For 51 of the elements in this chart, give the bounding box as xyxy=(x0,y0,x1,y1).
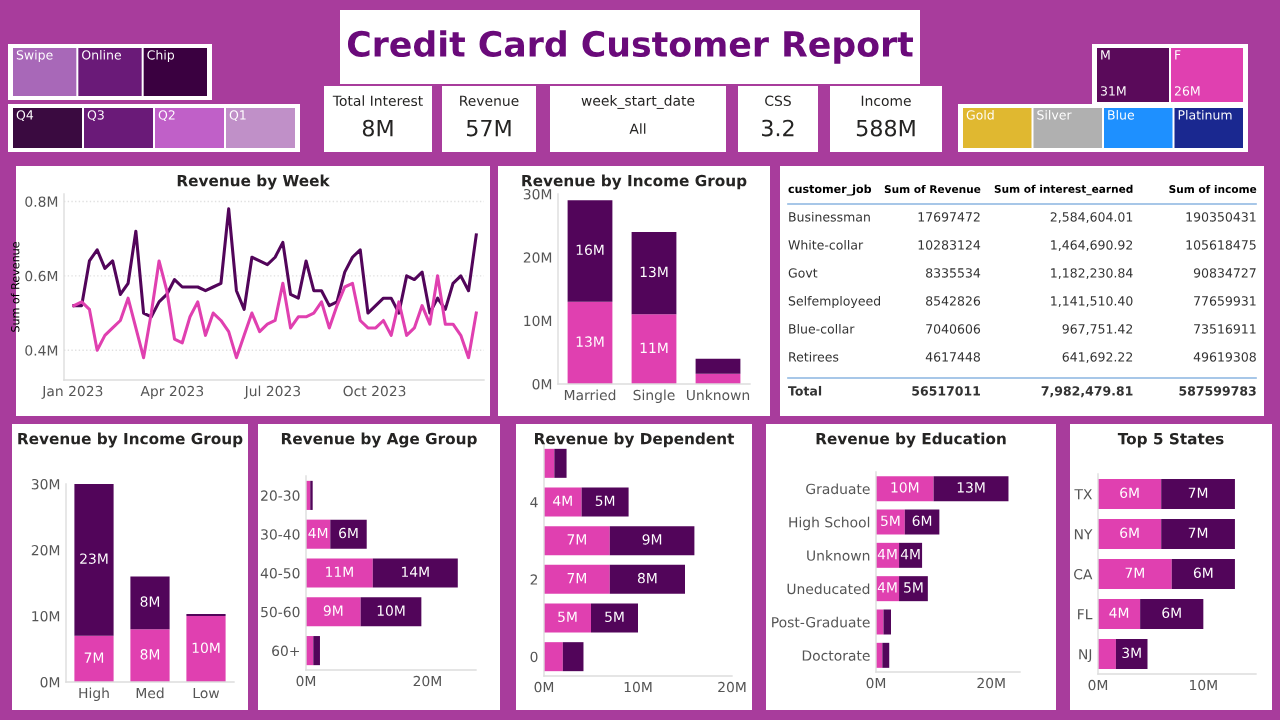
bar xyxy=(544,526,610,556)
bar xyxy=(1161,479,1235,509)
bar xyxy=(1098,519,1162,549)
bar xyxy=(882,642,890,668)
line-series xyxy=(72,207,478,319)
bar xyxy=(1115,639,1148,669)
bar xyxy=(1098,639,1116,669)
bar xyxy=(372,558,458,588)
bar xyxy=(330,519,367,549)
bar xyxy=(899,576,928,602)
bar xyxy=(876,509,905,535)
text: Credit Card Customer Report xyxy=(347,30,913,64)
bar xyxy=(544,564,610,594)
bar xyxy=(1098,559,1172,589)
bar xyxy=(631,314,677,384)
text: 3.2 xyxy=(762,119,794,137)
text: 588M xyxy=(856,119,915,137)
line-series xyxy=(72,259,478,360)
bar xyxy=(130,629,170,682)
bar xyxy=(876,476,934,502)
bar xyxy=(313,636,320,666)
text: 57M xyxy=(466,119,511,137)
bar xyxy=(544,642,563,672)
bar xyxy=(904,509,940,535)
bar xyxy=(695,358,741,374)
bar xyxy=(609,564,685,594)
bar xyxy=(581,487,629,517)
bar xyxy=(609,526,695,556)
bar xyxy=(883,609,891,635)
bar xyxy=(130,576,170,630)
bar xyxy=(554,448,567,478)
bar xyxy=(1161,519,1235,549)
bar xyxy=(1171,559,1235,589)
bar xyxy=(544,603,591,633)
bar xyxy=(186,616,226,682)
bar xyxy=(562,642,584,672)
bar xyxy=(74,484,114,636)
bar xyxy=(567,301,613,384)
bar xyxy=(74,635,114,682)
bar xyxy=(631,232,677,315)
bar xyxy=(1140,599,1204,629)
bar xyxy=(544,487,582,517)
bar xyxy=(306,597,361,627)
bar xyxy=(306,558,373,588)
text: 8M xyxy=(362,119,393,137)
bar xyxy=(933,476,1009,502)
bar xyxy=(567,200,613,302)
bar xyxy=(1098,599,1141,629)
bar xyxy=(591,603,638,633)
bar xyxy=(360,597,422,627)
bar xyxy=(1098,479,1162,509)
